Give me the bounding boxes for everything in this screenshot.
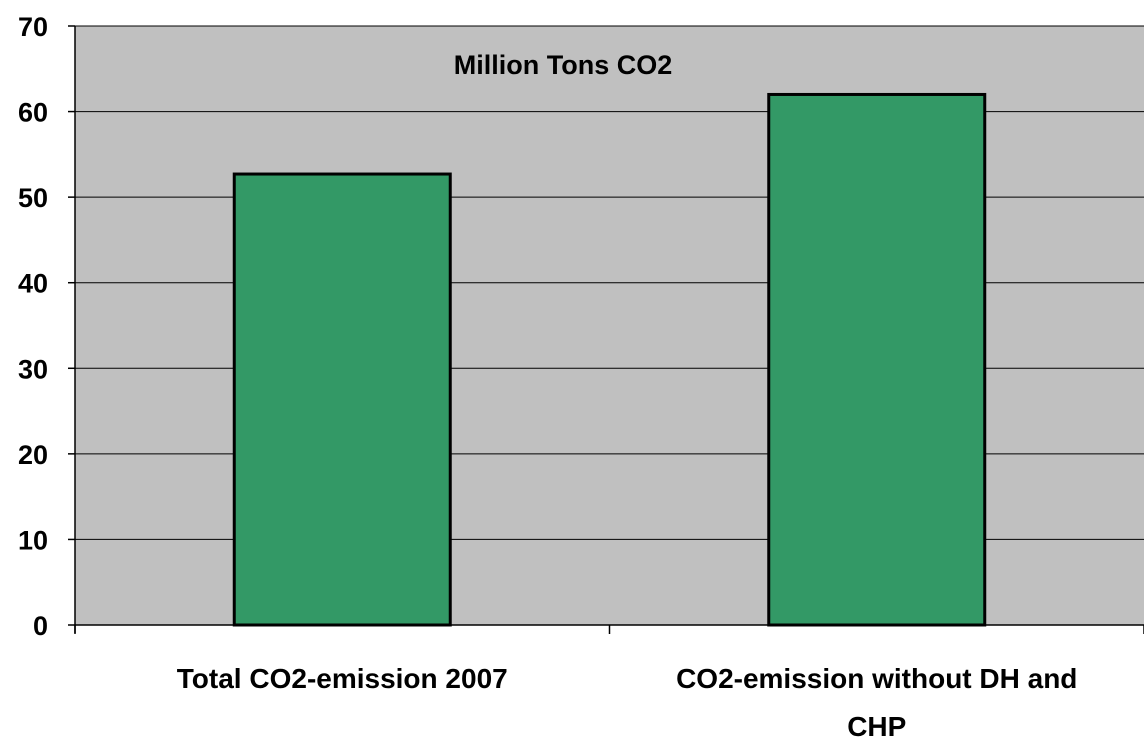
y-tick-label: 30 — [18, 354, 48, 384]
y-tick-label: 10 — [18, 525, 48, 555]
y-tick-label: 40 — [18, 269, 48, 299]
y-tick-label: 60 — [18, 98, 48, 128]
y-tick-label: 50 — [18, 183, 48, 213]
x-category-label: Total CO2-emission 2007 — [177, 663, 508, 694]
bars — [232, 92, 987, 627]
chart-title: Million Tons CO2 — [454, 50, 673, 80]
y-axis-ticks: 0 10 20 30 40 50 60 70 — [18, 12, 75, 641]
y-tick-label: 70 — [18, 12, 48, 42]
x-category-label: CO2-emission without DH and CHP — [676, 663, 1077, 742]
bar — [767, 92, 987, 627]
bar — [232, 172, 452, 627]
y-tick-label: 0 — [33, 611, 48, 641]
y-tick-label: 20 — [18, 440, 48, 470]
axes — [74, 26, 1144, 634]
x-axis-labels: Total CO2-emission 2007 CO2-emission with… — [177, 663, 1078, 742]
